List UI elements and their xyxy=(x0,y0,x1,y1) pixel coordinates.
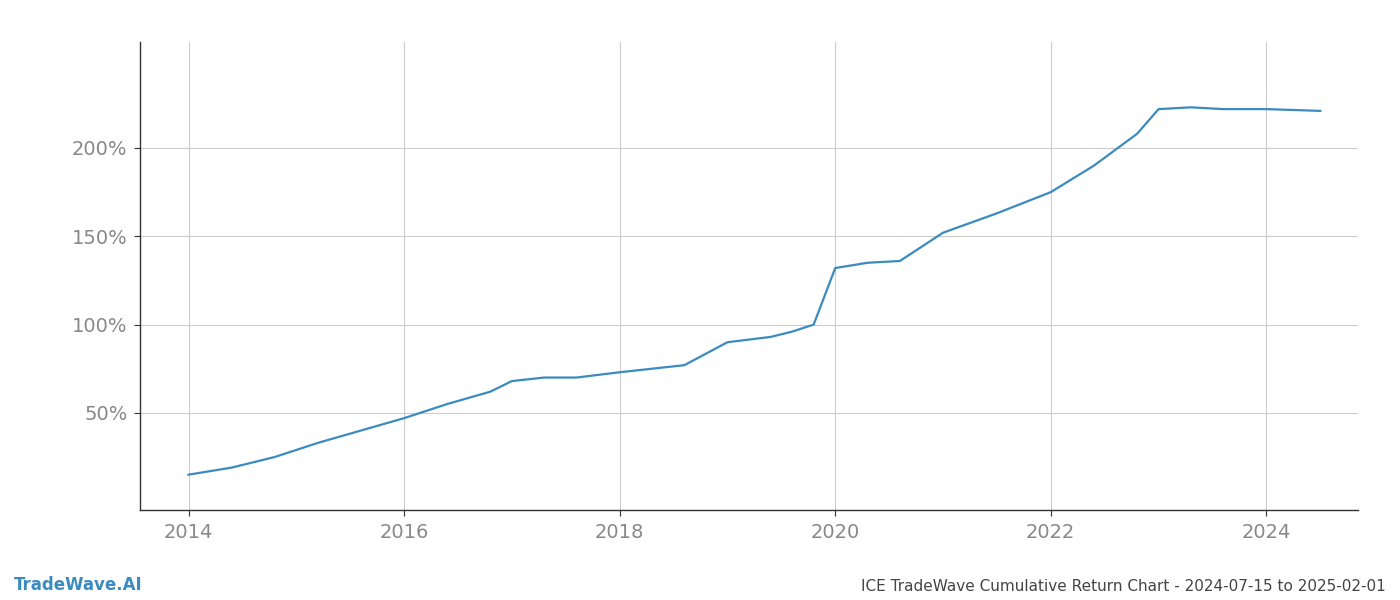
Text: TradeWave.AI: TradeWave.AI xyxy=(14,576,143,594)
Text: ICE TradeWave Cumulative Return Chart - 2024-07-15 to 2025-02-01: ICE TradeWave Cumulative Return Chart - … xyxy=(861,579,1386,594)
